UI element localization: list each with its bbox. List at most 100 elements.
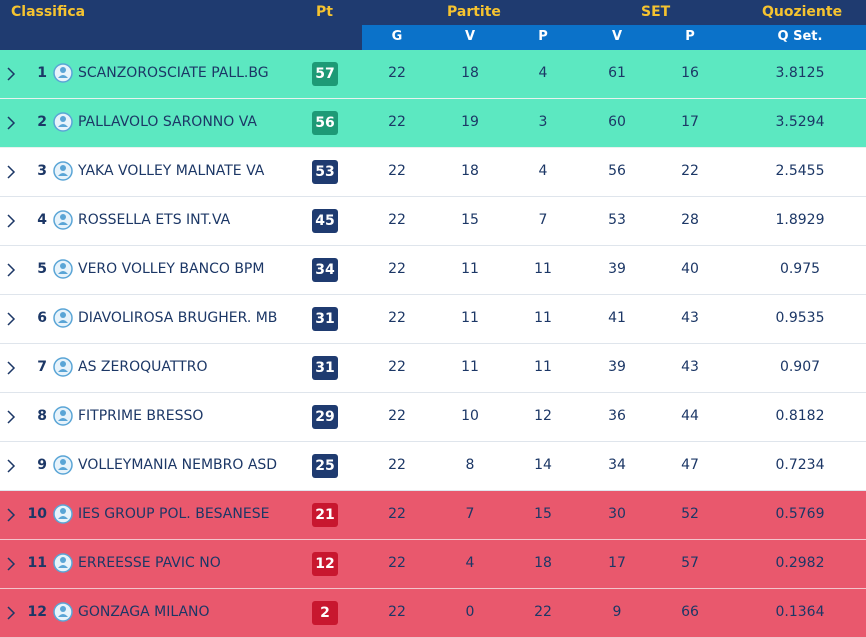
sets-won: 30 [608, 506, 626, 522]
team-name[interactable]: PALLAVOLO SARONNO VA [78, 114, 257, 130]
position: 10 [27, 506, 47, 522]
standings-rows: 1 SCANZOROSCIATE PALL.BG 57 22 18 4 61 16 3.8125… [0, 50, 866, 638]
chevron-right-icon[interactable] [5, 213, 19, 229]
points-badge: 45 [312, 209, 338, 233]
table-row[interactable]: 10 IES GROUP POL. BESANESE 21 22 7 15 30 52 0.57… [0, 491, 866, 540]
losses: 4 [538, 163, 548, 179]
losses: 11 [534, 310, 552, 326]
sets-lost: 47 [681, 457, 699, 473]
table-row[interactable]: 2 PALLAVOLO SARONNO VA 56 22 19 3 60 17 3.5294 [0, 99, 866, 148]
chevron-right-icon[interactable] [5, 360, 19, 376]
points-badge: 2 [312, 601, 338, 625]
sets-lost: 16 [681, 65, 699, 81]
wins: 8 [465, 457, 475, 473]
team-logo-icon [53, 602, 73, 622]
sets-won: 17 [608, 555, 626, 571]
team-name[interactable]: YAKA VOLLEY MALNATE VA [78, 163, 265, 179]
set-quotient: 0.975 [779, 261, 821, 277]
set-quotient: 0.5769 [775, 506, 825, 522]
position: 4 [37, 212, 47, 228]
chevron-right-icon[interactable] [5, 409, 19, 425]
sets-lost: 57 [681, 555, 699, 571]
team-name[interactable]: AS ZEROQUATTRO [78, 359, 208, 375]
team-name[interactable]: ROSSELLA ETS INT.VA [78, 212, 231, 228]
games: 22 [388, 359, 406, 375]
points-badge: 25 [312, 454, 338, 478]
position: 5 [37, 261, 47, 277]
games: 22 [388, 114, 406, 130]
sets-won: 61 [608, 65, 626, 81]
losses: 18 [534, 555, 552, 571]
team-name[interactable]: SCANZOROSCIATE PALL.BG [78, 65, 269, 81]
team-name[interactable]: GONZAGA MILANO [78, 604, 210, 620]
subheader-bar [362, 25, 866, 50]
wins: 15 [461, 212, 479, 228]
table-row[interactable]: 9 VOLLEYMANIA NEMBRO ASD 25 22 8 14 34 47 0.7234 [0, 442, 866, 491]
table-row[interactable]: 7 AS ZEROQUATTRO 31 22 11 11 39 43 0.907 [0, 344, 866, 393]
team-name[interactable]: DIAVOLIROSA BRUGHER. MB [78, 310, 278, 326]
losses: 7 [538, 212, 548, 228]
table-row[interactable]: 3 YAKA VOLLEY MALNATE VA 53 22 18 4 56 22 2.5455 [0, 148, 866, 197]
chevron-right-icon[interactable] [5, 66, 19, 82]
table-row[interactable]: 11 ERREESSE PAVIC NO 12 22 4 18 17 57 0.2982 [0, 540, 866, 589]
points-badge: 31 [312, 356, 338, 380]
wins: 11 [461, 310, 479, 326]
sets-won: 36 [608, 408, 626, 424]
sets-won: 56 [608, 163, 626, 179]
table-row[interactable]: 8 FITPRIME BRESSO 29 22 10 12 36 44 0.8182 [0, 393, 866, 442]
set-quotient: 2.5455 [775, 163, 825, 179]
chevron-right-icon[interactable] [5, 311, 19, 327]
team-logo-icon [53, 308, 73, 328]
games: 22 [388, 310, 406, 326]
chevron-right-icon[interactable] [5, 262, 19, 278]
team-name[interactable]: FITPRIME BRESSO [78, 408, 204, 424]
losses: 15 [534, 506, 552, 522]
sets-won: 60 [608, 114, 626, 130]
subheader-qset: Q Set. [777, 29, 823, 44]
team-logo-icon [53, 112, 73, 132]
set-quotient: 0.2982 [775, 555, 825, 571]
losses: 11 [534, 359, 552, 375]
table-row[interactable]: 1 SCANZOROSCIATE PALL.BG 57 22 18 4 61 16 3.8125 [0, 50, 866, 99]
games: 22 [388, 212, 406, 228]
subheader-set-v: V [611, 29, 623, 44]
header-set: SET [641, 4, 671, 20]
team-name[interactable]: VERO VOLLEY BANCO BPM [78, 261, 265, 277]
chevron-right-icon[interactable] [5, 115, 19, 131]
team-name[interactable]: IES GROUP POL. BESANESE [78, 506, 270, 522]
sets-lost: 43 [681, 310, 699, 326]
wins: 11 [461, 261, 479, 277]
position: 1 [37, 65, 47, 81]
team-logo-icon [53, 406, 73, 426]
subheader-row: G V P V P Q Set. [0, 25, 866, 50]
header-points: Pt [316, 4, 333, 20]
header-quoziente: Quoziente [762, 4, 843, 20]
table-row[interactable]: 6 DIAVOLIROSA BRUGHER. MB 31 22 11 11 41 43 0.95… [0, 295, 866, 344]
position: 8 [37, 408, 47, 424]
set-quotient: 0.8182 [775, 408, 825, 424]
chevron-right-icon[interactable] [5, 458, 19, 474]
set-quotient: 0.9535 [775, 310, 825, 326]
sets-won: 41 [608, 310, 626, 326]
team-logo-icon [53, 210, 73, 230]
team-name[interactable]: ERREESSE PAVIC NO [78, 555, 221, 571]
team-name[interactable]: VOLLEYMANIA NEMBRO ASD [78, 457, 278, 473]
table-row[interactable]: 5 VERO VOLLEY BANCO BPM 34 22 11 11 39 40 0.975 [0, 246, 866, 295]
losses: 22 [534, 604, 552, 620]
chevron-right-icon[interactable] [5, 164, 19, 180]
table-row[interactable]: 4 ROSSELLA ETS INT.VA 45 22 15 7 53 28 1.8929 [0, 197, 866, 246]
losses: 3 [538, 114, 548, 130]
losses: 14 [534, 457, 552, 473]
chevron-right-icon[interactable] [5, 556, 19, 572]
games: 22 [388, 555, 406, 571]
table-row[interactable]: 12 GONZAGA MILANO 2 22 0 22 9 66 0.1364 [0, 589, 866, 638]
subheader-v: V [464, 29, 476, 44]
chevron-right-icon[interactable] [5, 507, 19, 523]
sets-lost: 52 [681, 506, 699, 522]
sets-lost: 22 [681, 163, 699, 179]
wins: 7 [465, 506, 475, 522]
games: 22 [388, 506, 406, 522]
points-badge: 31 [312, 307, 338, 331]
position: 12 [27, 604, 47, 620]
chevron-right-icon[interactable] [5, 605, 19, 621]
